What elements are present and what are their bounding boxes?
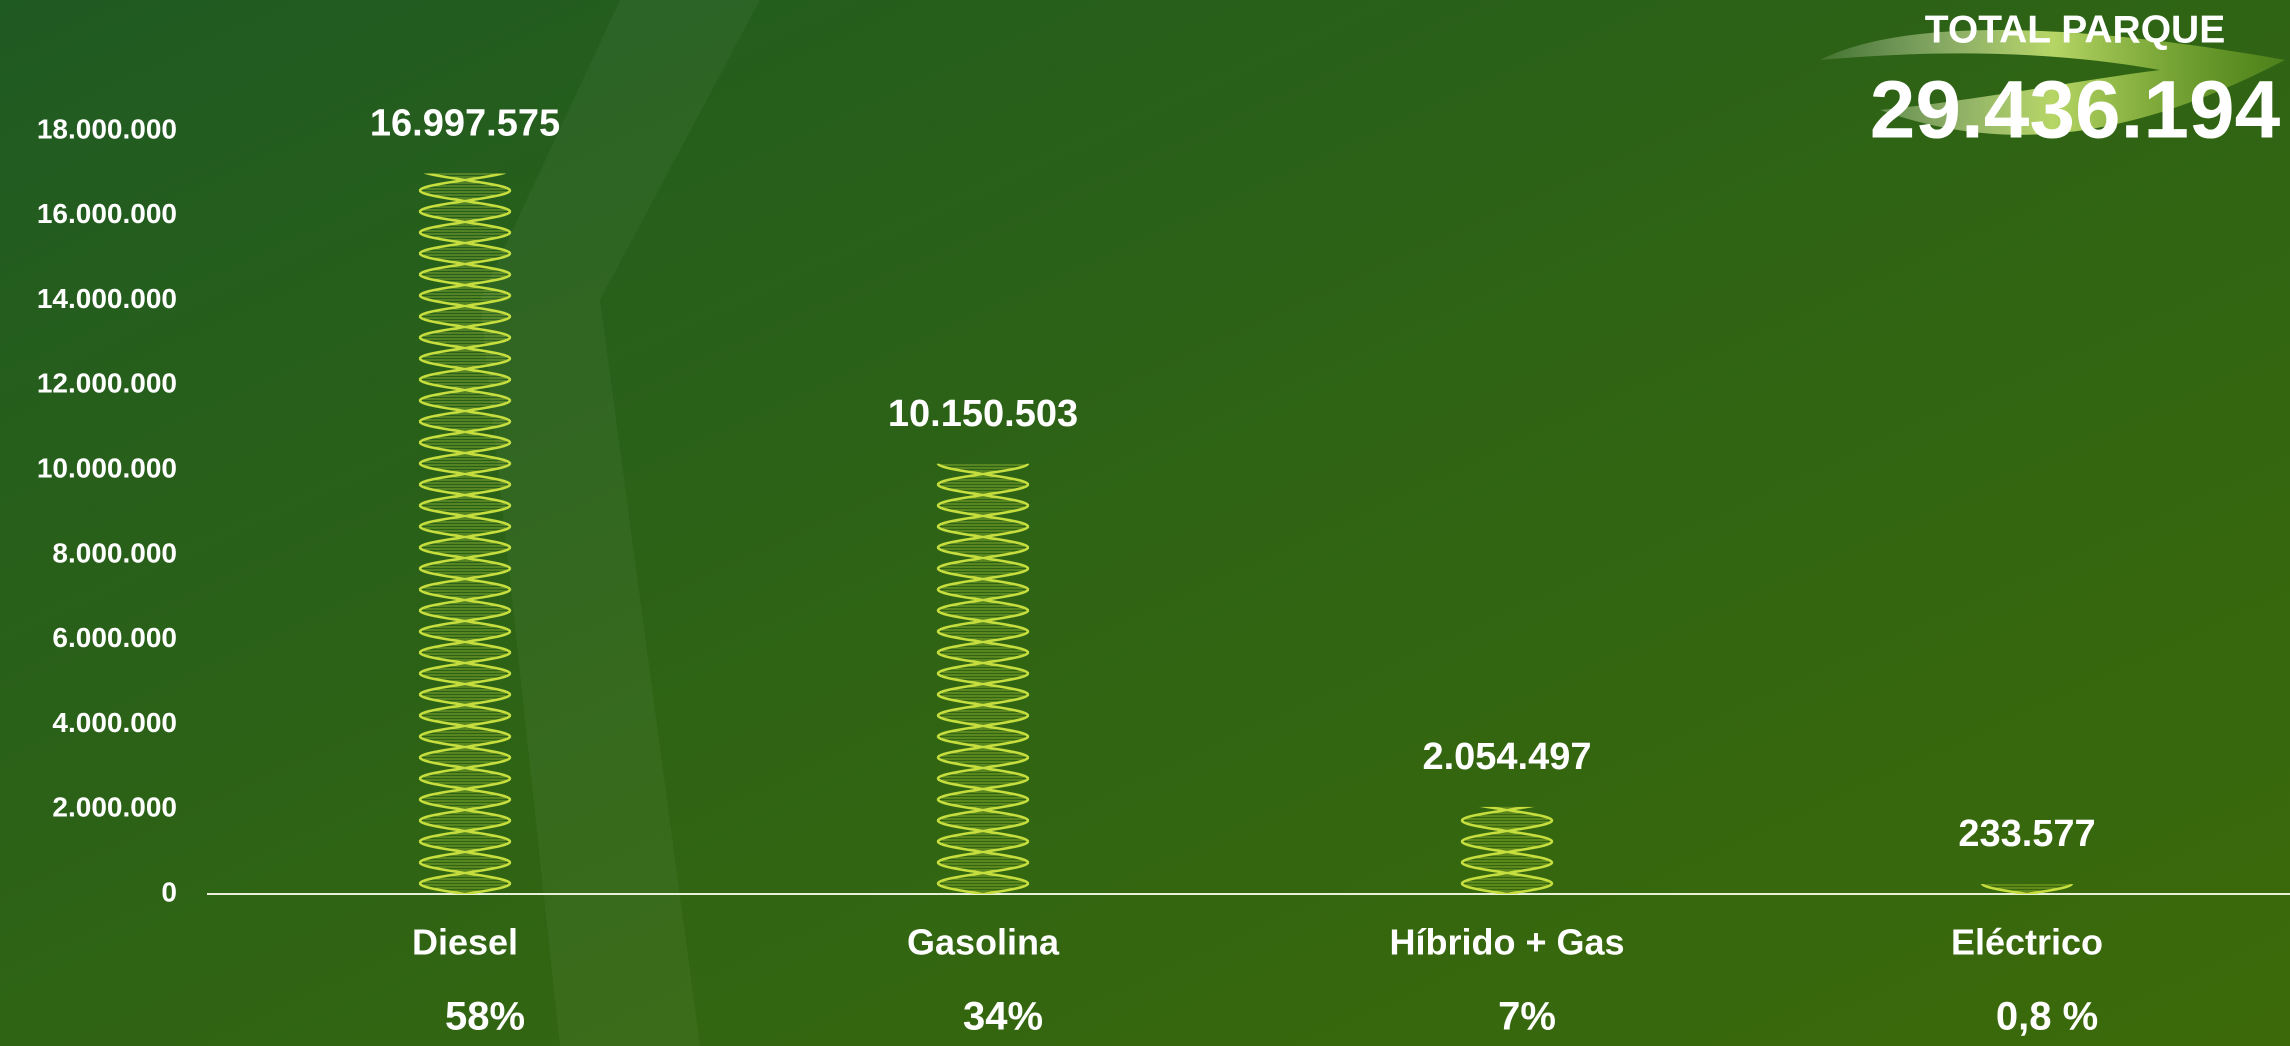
share-label: 7% bbox=[1498, 995, 1556, 1039]
y-tick-label: 6.000.000 bbox=[52, 622, 177, 653]
y-tick-label: 0 bbox=[161, 876, 177, 907]
y-tick-label: 10.000.000 bbox=[37, 453, 177, 484]
bar bbox=[936, 463, 1030, 894]
y-tick-label: 18.000.000 bbox=[37, 113, 177, 144]
share-label: 58% bbox=[445, 995, 525, 1039]
value-label: 2.054.497 bbox=[1422, 736, 1591, 778]
dna-decoration bbox=[480, 0, 760, 1046]
share-label: 0,8 % bbox=[1996, 995, 2098, 1039]
x-tick-label: Eléctrico bbox=[1951, 922, 2103, 963]
share-label: 34% bbox=[963, 995, 1043, 1039]
y-tick-label: 16.000.000 bbox=[37, 198, 177, 229]
value-label: 10.150.503 bbox=[888, 393, 1078, 435]
x-tick-label: Gasolina bbox=[907, 922, 1060, 963]
bar bbox=[1980, 884, 2074, 894]
y-tick-label: 8.000.000 bbox=[52, 537, 177, 568]
y-tick-label: 14.000.000 bbox=[37, 283, 177, 314]
bar bbox=[418, 173, 512, 894]
value-label: 233.577 bbox=[1958, 813, 2095, 855]
x-tick-label: Diesel bbox=[412, 922, 518, 963]
y-tick-label: 4.000.000 bbox=[52, 707, 177, 738]
y-tick-label: 12.000.000 bbox=[37, 368, 177, 399]
total-title: TOTAL PARQUE bbox=[1925, 8, 2225, 51]
total-decoration bbox=[1820, 30, 2285, 135]
y-tick-label: 2.000.000 bbox=[52, 792, 177, 823]
bar bbox=[1460, 806, 1554, 894]
total-value: 29.436.194 bbox=[1870, 65, 2281, 156]
x-tick-label: Híbrido + Gas bbox=[1389, 922, 1624, 963]
value-label: 16.997.575 bbox=[370, 103, 560, 145]
